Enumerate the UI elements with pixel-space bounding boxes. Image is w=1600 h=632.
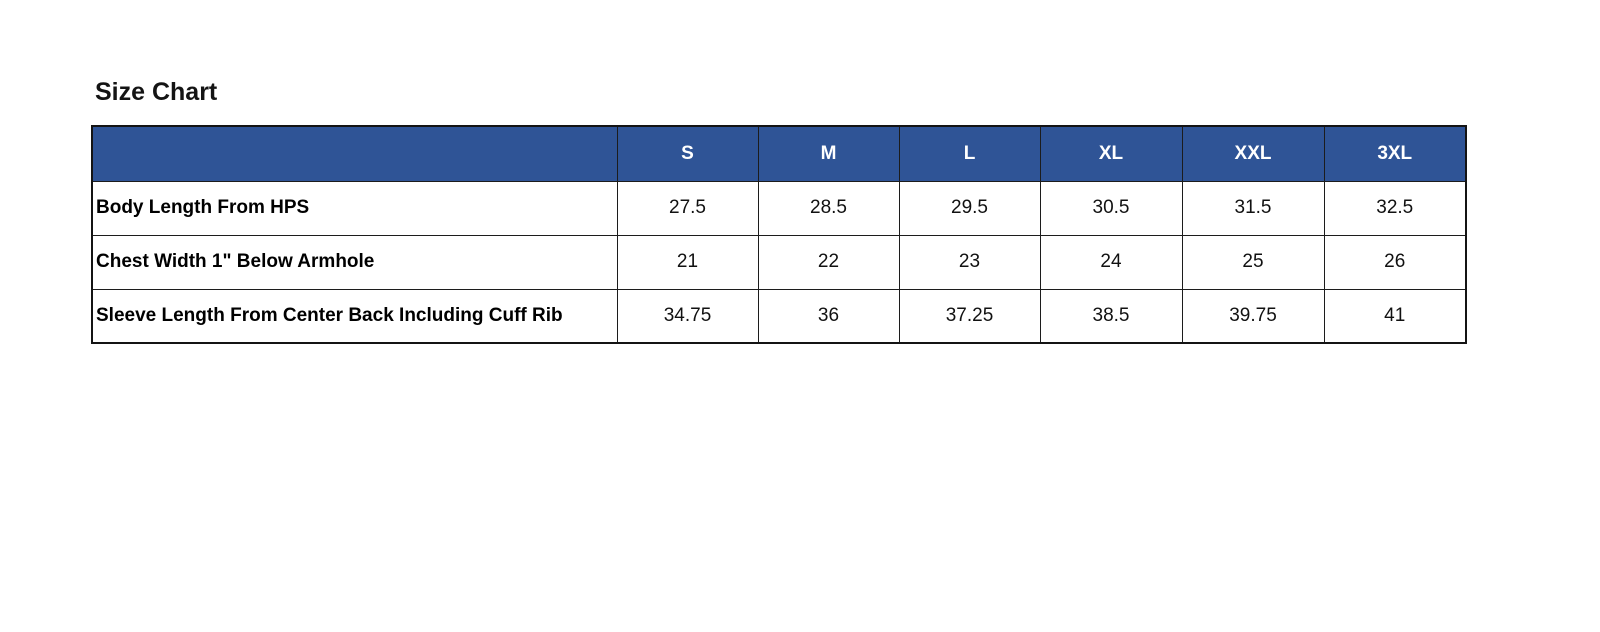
data-cell: 21 xyxy=(616,234,759,290)
data-cell: 26 xyxy=(1323,234,1467,290)
data-cell: 38.5 xyxy=(1039,288,1183,344)
data-cell: 34.75 xyxy=(616,288,759,344)
data-cell: 32.5 xyxy=(1323,180,1467,236)
data-cell: 41 xyxy=(1323,288,1467,344)
data-cell: 25 xyxy=(1181,234,1325,290)
page-title: Size Chart xyxy=(95,78,218,106)
data-cell: 30.5 xyxy=(1039,180,1183,236)
header-cell-size-l: L xyxy=(898,125,1041,182)
table-row-body-length: Body Length From HPS 27.5 28.5 29.5 30.5… xyxy=(91,180,1467,236)
data-cell: 36 xyxy=(757,288,900,344)
header-cell-size-xxl: XXL xyxy=(1181,125,1325,182)
data-cell: 22 xyxy=(757,234,900,290)
header-row: S M L XL XXL 3XL xyxy=(91,125,1467,182)
header-cell-empty xyxy=(91,125,618,182)
data-cell: 24 xyxy=(1039,234,1183,290)
table-row-chest-width: Chest Width 1" Below Armhole 21 22 23 24… xyxy=(91,234,1467,290)
header-cell-size-s: S xyxy=(616,125,759,182)
row-label-sleeve-length: Sleeve Length From Center Back Including… xyxy=(91,288,618,344)
data-cell: 39.75 xyxy=(1181,288,1325,344)
data-cell: 28.5 xyxy=(757,180,900,236)
header-cell-size-m: M xyxy=(757,125,900,182)
header-cell-size-3xl: 3XL xyxy=(1323,125,1467,182)
data-cell: 23 xyxy=(898,234,1041,290)
data-cell: 31.5 xyxy=(1181,180,1325,236)
header-cell-size-xl: XL xyxy=(1039,125,1183,182)
table-row-sleeve-length: Sleeve Length From Center Back Including… xyxy=(91,288,1467,344)
row-label-chest-width: Chest Width 1" Below Armhole xyxy=(91,234,618,290)
data-cell: 27.5 xyxy=(616,180,759,236)
row-label-body-length: Body Length From HPS xyxy=(91,180,618,236)
size-chart-table: S M L XL XXL 3XL Body Length From HPS 27… xyxy=(91,125,1467,344)
data-cell: 29.5 xyxy=(898,180,1041,236)
data-cell: 37.25 xyxy=(898,288,1041,344)
